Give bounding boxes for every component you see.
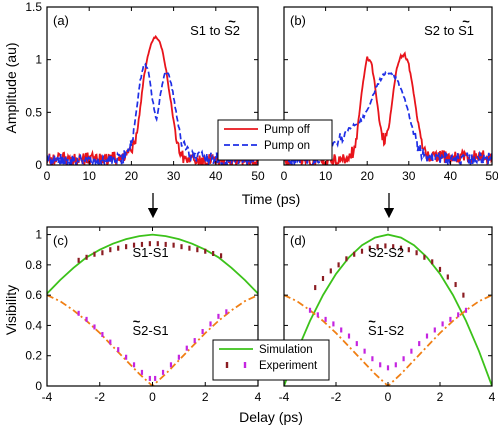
series-a-pump-on — [47, 62, 258, 165]
x-tick-label-a-2: 20 — [125, 169, 139, 183]
y-tick-label-c-1: 0.2 — [25, 349, 42, 363]
legend-simulation-experiment: Simulation Experiment — [212, 339, 330, 381]
panel-label-c: (c) — [53, 233, 68, 248]
legend-top-box — [217, 119, 333, 161]
annotation-c-0: S1-S1 — [133, 245, 169, 260]
panel-label-b: (b) — [290, 13, 306, 28]
axes-frame-a — [46, 6, 259, 166]
annotation-a: S1 to S2 — [190, 23, 240, 38]
legend-bottom-label-0: Simulation — [259, 344, 313, 356]
x-tick-label-d-0: -4 — [279, 390, 290, 404]
x-tick-label-b-1: 10 — [319, 169, 333, 183]
panel-d-visibility: -4 -2 0 2 4 (d) S2-S2 S1-S2~ — [279, 226, 496, 404]
y-tick-label-c-5: 1 — [35, 228, 42, 242]
x-axis-label-delay: Delay (ps) — [239, 409, 303, 425]
annotation-c-1: S2-S1 — [133, 323, 169, 338]
panel-c-visibility: -4 -2 0 2 4 0 0.2 0.4 0.6 0.8 1 (c) S1-S1 S2-S1~ — [25, 226, 262, 404]
x-tick-label-c-2: 0 — [149, 390, 156, 404]
x-tick-label-a-5: 50 — [251, 169, 265, 183]
panel-label-d: (d) — [290, 233, 306, 248]
y-axis-label-visibility: Visibility — [3, 285, 19, 335]
y-tick-label-c-3: 0.6 — [25, 288, 42, 302]
annotation-d-0: S2-S2 — [368, 245, 404, 260]
x-tick-label-b-2: 20 — [361, 169, 375, 183]
x-tick-label-c-4: 4 — [255, 390, 262, 404]
annotation-b: S2 to S1 — [424, 23, 474, 38]
x-tick-label-c-0: -4 — [42, 390, 53, 404]
y-tick-label-a-2: 1 — [35, 53, 42, 67]
series-c-simulation-line — [47, 233, 258, 295]
annotation-tilde-b: ~ — [462, 14, 470, 29]
annotation-d-1: S1-S2 — [368, 323, 404, 338]
series-d-simulation-line — [284, 233, 492, 386]
y-tick-label-a-0: 0 — [35, 158, 42, 172]
plot-area-d — [284, 233, 492, 386]
legend-top-label-0: Pump off — [264, 124, 311, 136]
plot-area-a — [47, 34, 258, 165]
x-axis-label-time: Time (ps) — [242, 191, 301, 207]
plot-area-c — [47, 233, 258, 386]
legend-top-label-1: Pump on — [264, 140, 310, 152]
x-tick-label-a-4: 40 — [209, 169, 223, 183]
x-tick-label-b-4: 40 — [444, 169, 458, 183]
legend-bottom-box — [212, 339, 330, 381]
y-tick-label-c-2: 0.4 — [25, 318, 42, 332]
series-d-simulation-dashdot — [284, 294, 492, 386]
x-tick-label-d-1: -2 — [331, 390, 342, 404]
y-tick-label-c-4: 0.8 — [25, 258, 42, 272]
x-tick-label-b-3: 30 — [402, 169, 416, 183]
annotation-tilde-d-1: ~ — [368, 314, 376, 329]
x-tick-label-d-3: 2 — [437, 390, 444, 404]
y-axis-label-amplitude: Amplitude (au) — [3, 42, 19, 133]
panel-a-amplitude-s1-to-s2: 0 10 20 30 40 50 0 0.5 1 1.5 (a) S1 to S2~ — [25, 0, 265, 183]
legend-pump: Pump off Pump on — [217, 119, 333, 161]
series-b-pump-on — [284, 70, 492, 165]
x-tick-label-d-2: 0 — [385, 390, 392, 404]
x-tick-label-a-0: 0 — [44, 169, 51, 183]
x-tick-label-d-4: 4 — [489, 390, 496, 404]
y-tick-label-a-1: 0.5 — [25, 105, 42, 119]
y-tick-label-a-3: 1.5 — [25, 0, 42, 14]
legend-bottom-label-1: Experiment — [259, 360, 318, 372]
x-tick-label-a-1: 10 — [83, 169, 97, 183]
x-tick-label-b-0: 0 — [281, 169, 288, 183]
x-tick-label-c-1: -2 — [94, 390, 105, 404]
series-c-simulation-dashdot — [47, 294, 258, 386]
x-tick-label-c-3: 2 — [202, 390, 209, 404]
axes-frame-b — [283, 6, 493, 166]
x-tick-label-a-3: 30 — [167, 169, 181, 183]
panel-label-a: (a) — [53, 13, 69, 28]
annotation-tilde-a: ~ — [228, 14, 236, 29]
annotation-tilde-c-1: ~ — [133, 314, 141, 329]
x-tick-label-b-5: 50 — [485, 169, 498, 183]
y-tick-label-c-0: 0 — [35, 379, 42, 393]
